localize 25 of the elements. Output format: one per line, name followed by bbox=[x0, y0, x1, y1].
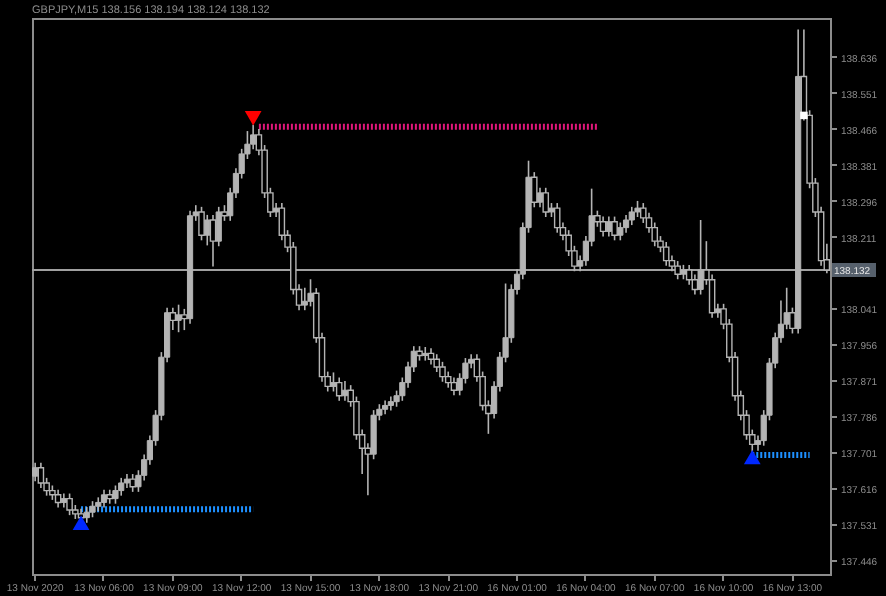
candlestick bbox=[112, 484, 119, 505]
candlestick bbox=[542, 187, 550, 218]
candlestick bbox=[175, 303, 182, 334]
candlestick bbox=[250, 123, 257, 151]
candlestick bbox=[662, 241, 670, 267]
candlestick bbox=[301, 286, 308, 311]
candlestick bbox=[674, 260, 681, 281]
candlestick bbox=[651, 221, 659, 248]
candlestick bbox=[66, 492, 73, 516]
candlestick bbox=[335, 376, 343, 402]
candlestick bbox=[697, 219, 704, 296]
candlestick bbox=[209, 214, 217, 268]
candlestick bbox=[691, 273, 699, 296]
point bbox=[244, 111, 262, 126]
candlestick bbox=[553, 202, 561, 234]
candlestick bbox=[611, 215, 618, 242]
candlestick bbox=[439, 361, 446, 383]
point bbox=[743, 449, 761, 465]
point bbox=[72, 515, 90, 531]
candlestick bbox=[599, 215, 607, 238]
candlestick bbox=[198, 206, 205, 242]
candlestick bbox=[628, 206, 635, 226]
candlestick bbox=[32, 461, 39, 483]
point bbox=[800, 111, 808, 120]
candlestick bbox=[37, 461, 45, 489]
